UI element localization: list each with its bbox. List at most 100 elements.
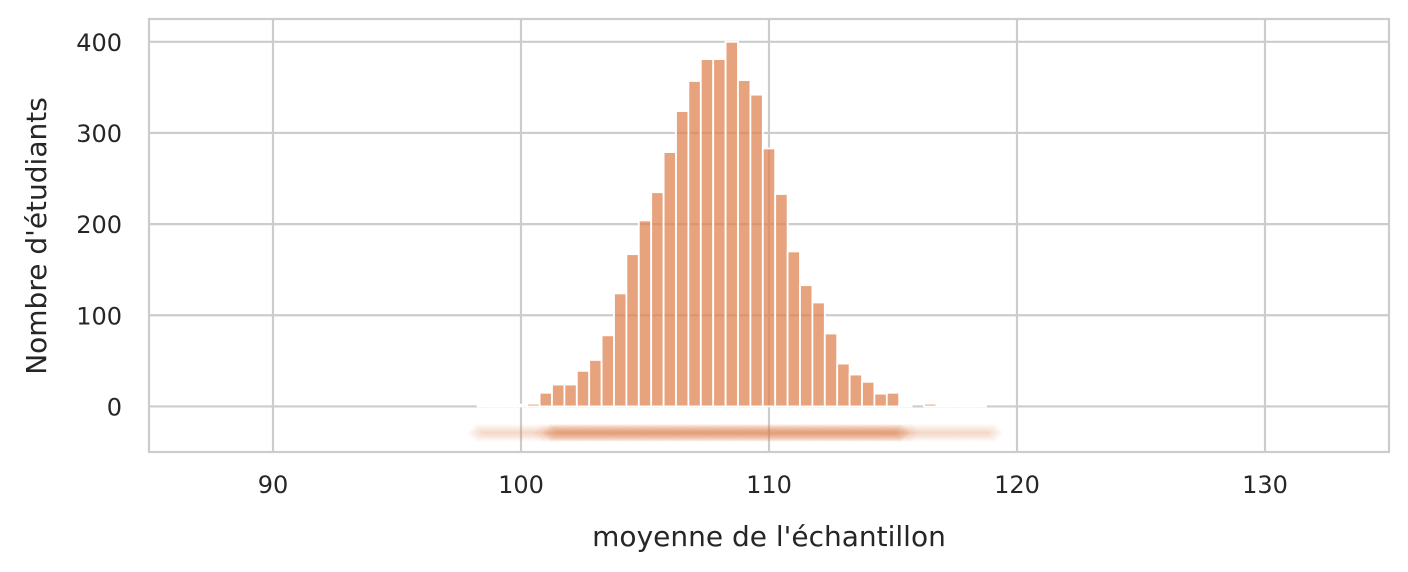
rug-diamond bbox=[803, 423, 822, 442]
rug-diamond bbox=[863, 423, 882, 442]
rug-diamond bbox=[815, 423, 834, 442]
rug-diamond bbox=[532, 423, 551, 442]
rug-diamond bbox=[816, 423, 835, 442]
rug-diamond bbox=[726, 423, 745, 442]
histogram-bars bbox=[476, 40, 987, 408]
histogram-bar bbox=[749, 93, 764, 408]
rug-diamond bbox=[543, 423, 562, 442]
rug-diamond bbox=[503, 423, 522, 442]
rug-diamond bbox=[845, 423, 864, 442]
rug-diamond bbox=[867, 423, 886, 442]
rug-diamond bbox=[633, 423, 652, 442]
rug-diamond bbox=[651, 423, 670, 442]
rug-diamond bbox=[852, 423, 871, 442]
rug-diamond bbox=[613, 423, 632, 442]
rug-diamond bbox=[708, 423, 727, 442]
rug-diamond bbox=[637, 423, 656, 442]
histogram-bar bbox=[898, 404, 913, 408]
rug-diamond bbox=[575, 423, 594, 442]
rug-diamond bbox=[860, 423, 879, 442]
rug-diamond bbox=[635, 423, 654, 442]
rug-diamond bbox=[583, 423, 602, 442]
rug-diamond bbox=[865, 423, 884, 442]
rug-diamond bbox=[937, 423, 956, 442]
rug-diamond bbox=[634, 423, 653, 442]
rug-diamond bbox=[564, 423, 583, 442]
rug-diamond bbox=[479, 423, 498, 442]
rug-diamond bbox=[805, 423, 824, 442]
rug-diamond bbox=[866, 423, 885, 442]
histogram-bar bbox=[637, 219, 653, 408]
rug-diamond bbox=[910, 423, 929, 442]
rug-diamond bbox=[668, 423, 687, 442]
rug-diamond bbox=[729, 423, 748, 442]
rug-diamond bbox=[744, 423, 763, 442]
rug-diamond bbox=[759, 423, 778, 442]
rug-diamond bbox=[555, 423, 574, 442]
rug-markers bbox=[467, 423, 1004, 442]
histogram-bar bbox=[972, 404, 987, 408]
rug-diamond bbox=[922, 423, 941, 442]
rug-diamond bbox=[686, 423, 705, 442]
rug-diamond bbox=[595, 423, 614, 442]
rug-diamond bbox=[788, 423, 807, 442]
rug-diamond bbox=[571, 423, 590, 442]
rug-diamond bbox=[604, 423, 623, 442]
rug-diamond bbox=[820, 423, 839, 442]
rug-diamond bbox=[785, 423, 804, 442]
rug-diamond bbox=[747, 423, 766, 442]
rug-diamond bbox=[881, 423, 900, 442]
rug-diamond bbox=[706, 423, 725, 442]
rug-diamond bbox=[875, 423, 894, 442]
rug-diamond bbox=[577, 423, 596, 442]
rug-diamond bbox=[839, 423, 858, 442]
histogram-bar bbox=[724, 40, 739, 408]
rug-diamond bbox=[800, 423, 819, 442]
rug-diamond bbox=[626, 423, 645, 442]
rug-diamond bbox=[691, 423, 710, 442]
rug-diamond bbox=[836, 423, 855, 442]
rug-diamond bbox=[840, 423, 859, 442]
rug-diamond bbox=[588, 423, 607, 442]
rug-diamond bbox=[570, 423, 589, 442]
histogram-bar bbox=[960, 404, 975, 408]
rug-diamond bbox=[687, 423, 706, 442]
rug-diamond bbox=[898, 423, 917, 442]
rug-diamond bbox=[482, 423, 501, 442]
rug-diamond bbox=[751, 423, 770, 442]
rug-diamond bbox=[753, 423, 772, 442]
rug-diamond bbox=[699, 423, 718, 442]
histogram-bar bbox=[501, 403, 516, 408]
histogram-bar bbox=[774, 193, 789, 408]
rug-diamond bbox=[780, 423, 799, 442]
rug-diamond bbox=[711, 423, 730, 442]
rug-diamond bbox=[889, 423, 908, 442]
rug-diamond bbox=[809, 423, 828, 442]
x-tick-label: 120 bbox=[994, 471, 1040, 499]
rug-diamond bbox=[655, 423, 674, 442]
rug-diamond bbox=[606, 423, 625, 442]
rug-diamond bbox=[662, 423, 681, 442]
rug-diamond bbox=[735, 423, 754, 442]
rug-diamond bbox=[884, 423, 902, 442]
y-axis-label: Nombre d'étudiants bbox=[20, 97, 53, 375]
rug-diamond bbox=[827, 423, 846, 442]
rug-diamond bbox=[509, 423, 528, 442]
y-tick-label: 200 bbox=[76, 211, 122, 239]
rug-diamond bbox=[771, 423, 790, 442]
rug-diamond bbox=[548, 423, 567, 442]
rug-diamond bbox=[787, 423, 806, 442]
rug-diamond bbox=[622, 423, 641, 442]
rug-diamond bbox=[976, 423, 995, 442]
rug-diamond bbox=[593, 423, 612, 442]
x-axis-label: moyenne de l'échantillon bbox=[592, 520, 946, 553]
rug-diamond bbox=[907, 423, 926, 442]
rug-diamond bbox=[856, 423, 875, 442]
rug-diamond bbox=[711, 423, 730, 442]
rug-diamond bbox=[639, 423, 658, 442]
rug-diamond bbox=[651, 423, 670, 442]
rug-diamond bbox=[586, 423, 605, 442]
rug-diamond bbox=[553, 423, 572, 442]
rug-diamond bbox=[756, 423, 775, 442]
rug-diamond bbox=[494, 423, 513, 442]
